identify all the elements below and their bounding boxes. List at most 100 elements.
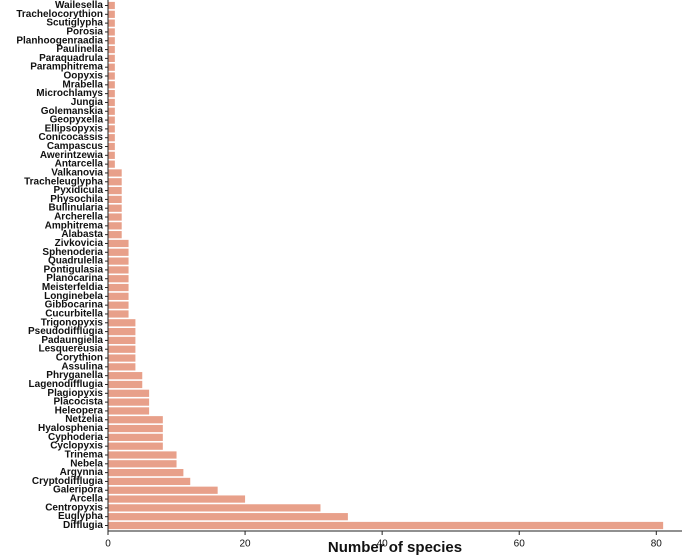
bar-cryptodifflugia — [108, 477, 191, 486]
bar-difflugia — [108, 521, 664, 530]
bar-longinebela — [108, 292, 129, 300]
bar-argynnia — [108, 469, 184, 477]
bar-nebela — [108, 460, 177, 468]
bar-centropyxis — [108, 504, 321, 512]
y-tick-label: Pyxidicula — [54, 185, 104, 196]
y-tick-label: Pseudodifflugia — [28, 326, 103, 337]
y-tick-label: Pontigulasia — [44, 264, 104, 275]
x-tick-label: 0 — [105, 539, 111, 550]
y-tick-label: Ellipsopyxis — [45, 123, 104, 134]
bar-oopyxis — [108, 72, 115, 80]
y-tick-label: Cyclopyxis — [50, 441, 103, 452]
bar-assulina — [108, 363, 136, 371]
y-tick-label: Antarcella — [55, 159, 104, 170]
y-tick-label: Assulina — [61, 361, 103, 372]
bar-lesquereusia — [108, 345, 136, 353]
y-tick-label: Amphitrema — [45, 220, 104, 231]
bar-corythion — [108, 354, 136, 362]
y-tick-label: Sphenoderia — [42, 247, 103, 258]
y-tick-label: Oopyxis — [64, 71, 104, 82]
y-tick-label: Longinebela — [44, 291, 103, 302]
bar-netzelia — [108, 416, 163, 424]
bar-galeripora — [108, 486, 218, 494]
y-tick-label: Porosia — [66, 26, 103, 37]
y-tick-label: Centropyxis — [45, 502, 103, 513]
bar-trigonopyxis — [108, 319, 136, 327]
y-tick-label: Paramphitrema — [30, 62, 103, 73]
bar-cucurbitella — [108, 310, 129, 318]
bar-jungia — [108, 98, 115, 107]
bar-paulinella — [108, 45, 115, 54]
bar-awerintzewia — [108, 151, 115, 159]
y-tick-label: Physochila — [50, 194, 103, 205]
y-tick-label: Planhoogenraadia — [16, 35, 103, 46]
y-tick-label: Jungia — [71, 97, 104, 108]
y-tick-label: Microchlamys — [36, 88, 103, 99]
x-axis: 0 20 40 60 80 — [105, 530, 682, 550]
y-tick-label: Trigonopyxis — [41, 317, 104, 328]
bar-antarcella — [108, 160, 115, 168]
y-tick-label: Plagiopyxis — [47, 388, 103, 399]
bar-mrabella — [108, 81, 115, 89]
y-tick-label: Galeripora — [53, 485, 103, 496]
x-tick-label: 60 — [514, 539, 526, 550]
bars-group — [108, 1, 664, 530]
bar-hyalosphenia — [108, 424, 163, 433]
y-tick-label: Quadrulella — [48, 256, 103, 267]
y-tick-label: Paulinella — [56, 44, 103, 55]
bar-paramphitrema — [108, 63, 115, 71]
bar-campascus — [108, 142, 115, 151]
bar-trinema — [108, 451, 177, 459]
y-tick-label: Hyalosphenia — [38, 423, 103, 434]
y-tick-label: Campascus — [47, 141, 104, 152]
bar-alabasta — [108, 231, 122, 239]
x-tick-label: 80 — [651, 539, 663, 550]
y-tick-label: Trinema — [65, 449, 104, 460]
bar-zivkovicia — [108, 239, 129, 248]
bar-quadrulella — [108, 257, 129, 265]
bar-tracheleuglypha — [108, 178, 122, 186]
y-tick-label: Corythion — [56, 353, 103, 364]
bar-microchlamys — [108, 90, 115, 98]
bar-cyphoderia — [108, 433, 163, 441]
y-tick-label: Placocista — [54, 397, 104, 408]
y-tick-label: Netzelia — [65, 414, 103, 425]
bar-conicocassis — [108, 134, 115, 142]
y-tick-label: Lagenodifflugia — [29, 379, 104, 390]
x-tick-label: 40 — [377, 539, 389, 550]
y-tick-label: Alabasta — [61, 229, 103, 240]
y-tick-label: Lesquereusia — [39, 344, 104, 355]
y-tick-label: Scutiglypha — [46, 18, 103, 29]
y-tick-label: Geopyxella — [50, 115, 104, 126]
bar-archerella — [108, 213, 122, 221]
y-tick-label: Cyphoderia — [48, 432, 103, 443]
y-tick-label: Heleopera — [55, 405, 104, 416]
bar-physochila — [108, 195, 122, 204]
bar-arcella — [108, 495, 246, 503]
x-tick-label: 20 — [240, 539, 252, 550]
y-tick-label: Golemanskia — [41, 106, 104, 117]
y-tick-label: Phryganella — [46, 370, 103, 381]
bar-pyxidicula — [108, 186, 122, 195]
y-tick-label: Mrabella — [62, 79, 103, 90]
bar-wailesella — [108, 1, 115, 10]
bar-golemanskia — [108, 107, 115, 115]
bar-plagiopyxis — [108, 389, 150, 397]
bar-phryganella — [108, 372, 143, 380]
bar-ellipsopyxis — [108, 125, 115, 133]
y-tick-label: Bullinularia — [49, 203, 104, 214]
bar-planhoogenraadia — [108, 37, 115, 45]
x-axis-title: Number of species — [328, 539, 462, 556]
bar-cyclopyxis — [108, 442, 163, 450]
y-tick-label: Euglypha — [58, 511, 103, 522]
bar-lagenodifflugia — [108, 380, 143, 389]
bar-valkanovia — [108, 169, 122, 177]
bar-porosia — [108, 28, 115, 36]
bar-bullinularia — [108, 204, 122, 212]
y-tick-label: Arcella — [70, 494, 104, 505]
y-tick-label: Planocarina — [46, 273, 103, 284]
bar-scutiglypha — [108, 19, 115, 27]
y-tick-label: Tracheleuglypha — [24, 176, 103, 187]
y-tick-label: Nebela — [70, 458, 103, 469]
